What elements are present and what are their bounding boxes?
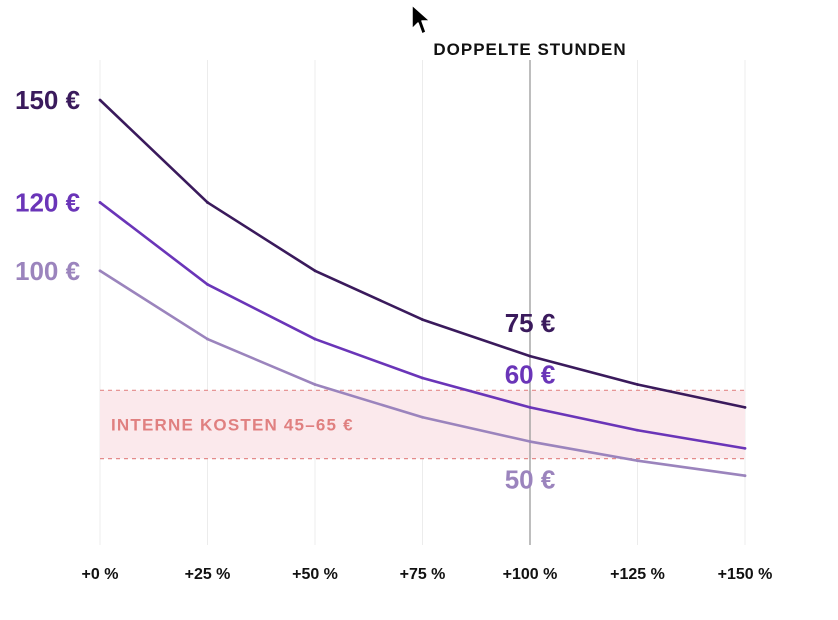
reference-line-label: DOPPELTE STUNDEN	[433, 40, 626, 59]
end-label-s120: 60 €	[505, 359, 556, 389]
data-point-s150-0	[98, 98, 102, 102]
mouse-cursor-icon	[411, 4, 431, 35]
x-tick-label-6: +150 %	[718, 566, 773, 583]
data-point-s120-3	[421, 376, 424, 380]
start-label-s120: 120 €	[15, 187, 80, 217]
data-point-s100-2	[313, 383, 317, 386]
data-point-s120-2	[313, 337, 317, 341]
data-point-s150-6	[743, 405, 747, 409]
vertical-gridlines	[99, 60, 746, 545]
data-point-s150-2	[313, 269, 317, 273]
end-label-s150: 75 €	[505, 308, 556, 338]
series-group: 150 € 75 € 120 € 60 € 100 € 50 €	[15, 85, 747, 495]
data-point-s120-0	[98, 201, 102, 204]
data-point-s100-6	[743, 474, 747, 478]
data-point-s150-1	[206, 201, 209, 204]
start-label-s150: 150 €	[15, 85, 80, 115]
data-point-s120-6	[743, 446, 747, 450]
data-point-s150-3	[421, 318, 424, 322]
data-point-s120-1	[206, 283, 209, 286]
x-tick-label-5: +125 %	[610, 566, 665, 583]
data-point-s100-1	[206, 337, 209, 341]
x-axis-ticks: +0 % +25 % +50 % +75 % +100 % +125 % +150 %	[82, 566, 773, 583]
x-tick-label-2: +50 %	[292, 566, 338, 583]
data-point-s100-5	[636, 459, 639, 463]
data-point-s120-4	[528, 405, 532, 409]
internal-cost-band	[100, 390, 745, 459]
x-tick-label-1: +25 %	[185, 566, 231, 583]
data-point-s120-5	[636, 428, 639, 432]
x-tick-label-0: +0 %	[82, 566, 119, 583]
data-point-s100-0	[98, 269, 102, 273]
band-label: INTERNE KOSTEN 45–65 €	[111, 415, 354, 434]
end-label-s100: 50 €	[505, 465, 556, 495]
data-point-s150-5	[636, 383, 639, 386]
data-point-s100-3	[421, 415, 424, 419]
x-tick-label-3: +75 %	[400, 566, 446, 583]
start-label-s100: 100 €	[15, 256, 80, 286]
data-point-s150-4	[528, 354, 532, 358]
data-point-s100-4	[528, 440, 532, 443]
x-tick-label-4: +100 %	[503, 566, 558, 583]
